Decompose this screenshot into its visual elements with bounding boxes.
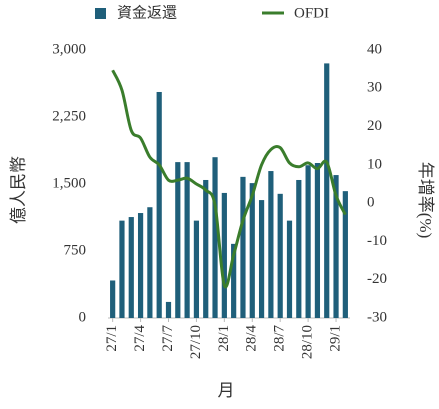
bar xyxy=(268,171,274,318)
x-tick-label: 29/1 xyxy=(327,325,343,352)
bar xyxy=(240,176,246,318)
bar xyxy=(212,157,218,318)
bar xyxy=(147,207,153,318)
bar xyxy=(110,280,116,318)
bar xyxy=(175,162,181,318)
y2-tick-label: -20 xyxy=(367,271,387,287)
y-tick-label: 1,500 xyxy=(52,175,86,191)
y2-tick-label: 40 xyxy=(367,41,382,57)
legend-label: 資金返還 xyxy=(117,4,177,21)
y-tick-label: 3,000 xyxy=(52,41,86,57)
legend-label: OFDI xyxy=(294,5,329,21)
x-tick-label: 27/10 xyxy=(188,325,204,359)
x-tick-label: 28/7 xyxy=(272,325,288,352)
bar xyxy=(156,91,162,318)
x-tick-label: 28/10 xyxy=(300,325,316,359)
x-axis-label: 月 xyxy=(218,381,235,400)
y-axis-label: 億人民幣 xyxy=(9,156,28,224)
bar xyxy=(193,220,200,318)
bar xyxy=(286,220,293,318)
bar xyxy=(258,200,265,318)
y2-tick-label: 30 xyxy=(367,80,382,96)
bar xyxy=(277,193,283,318)
y-tick-label: 750 xyxy=(64,242,87,258)
bar xyxy=(119,220,125,318)
legend-swatch xyxy=(95,8,106,19)
y-tick-label: 0 xyxy=(79,309,87,325)
y2-tick-label: 0 xyxy=(367,195,375,211)
bar xyxy=(203,179,209,318)
bar xyxy=(296,179,302,318)
bar xyxy=(221,192,227,318)
bar xyxy=(137,213,144,318)
bar xyxy=(314,163,321,318)
x-tick-label: 28/1 xyxy=(216,325,232,352)
bar xyxy=(342,191,348,318)
y2-axis-label: 年增率(%) xyxy=(416,162,435,238)
bar xyxy=(128,217,134,318)
bar xyxy=(249,183,255,318)
y-tick-label: 2,250 xyxy=(52,108,86,124)
x-tick-label: 27/1 xyxy=(104,325,120,352)
line xyxy=(111,69,347,289)
bar xyxy=(305,165,311,318)
y2-tick-label: 20 xyxy=(367,118,382,134)
bar xyxy=(184,162,190,318)
bar xyxy=(333,175,339,318)
x-tick-label: 27/4 xyxy=(132,325,148,352)
y2-tick-label: 10 xyxy=(367,156,382,172)
bar xyxy=(324,63,330,319)
x-tick-label: 27/7 xyxy=(160,325,176,352)
y2-tick-label: -10 xyxy=(367,233,387,249)
x-tick-label: 28/4 xyxy=(244,325,260,352)
bar xyxy=(165,301,172,318)
bar xyxy=(231,243,237,318)
y2-tick-label: -30 xyxy=(367,309,387,325)
